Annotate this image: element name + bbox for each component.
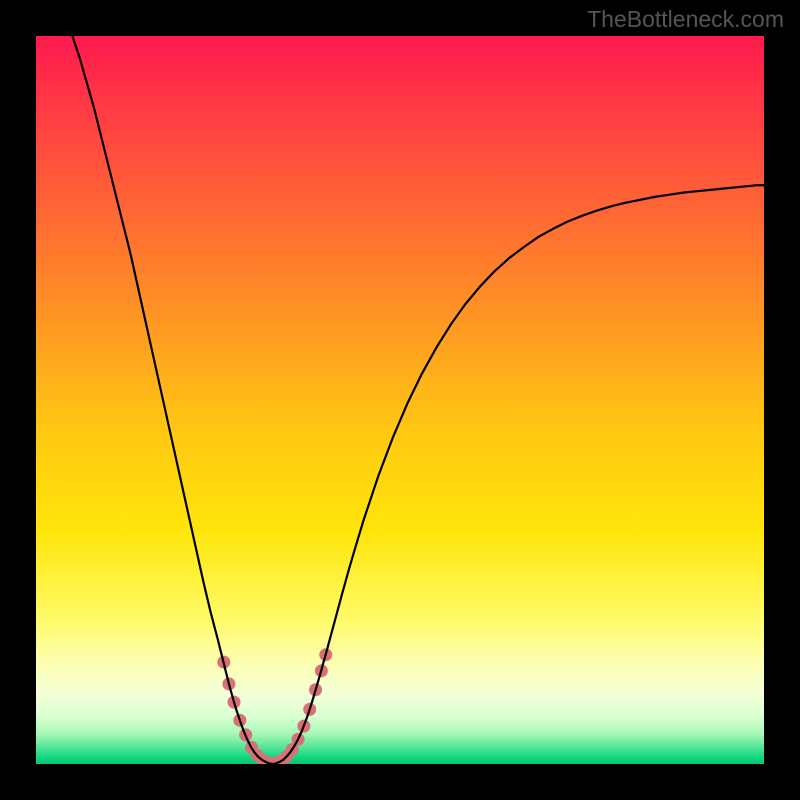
gradient-background bbox=[36, 36, 764, 764]
plot-area bbox=[36, 36, 764, 764]
chart-svg bbox=[36, 36, 764, 764]
watermark-text: TheBottleneck.com bbox=[587, 6, 784, 33]
